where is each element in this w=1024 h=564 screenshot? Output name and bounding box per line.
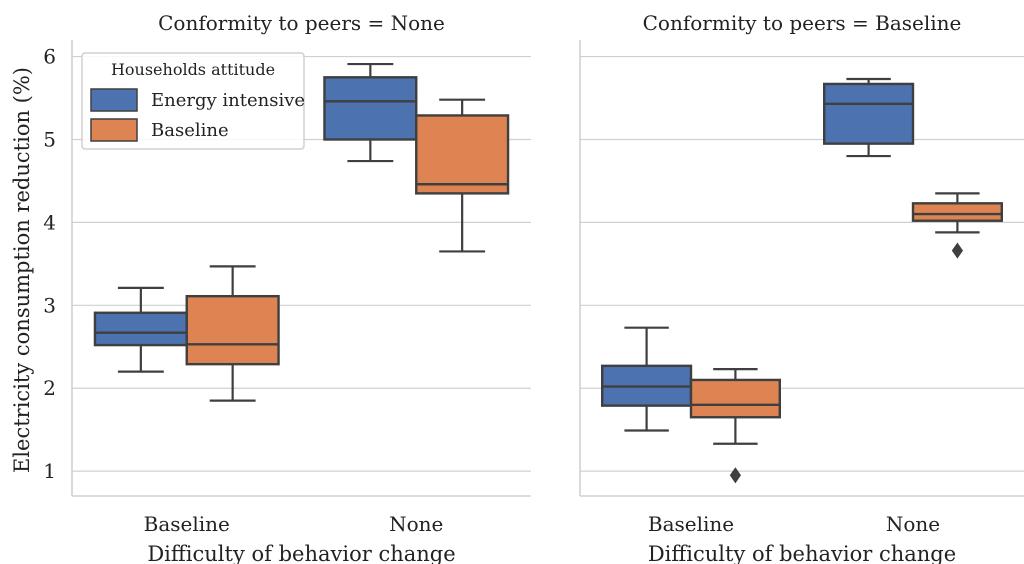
y-tick-label: 1 [43, 459, 56, 483]
legend-label: Baseline [151, 120, 229, 141]
legend-swatch [90, 118, 138, 142]
panel-title: Conformity to peers = None [158, 11, 445, 35]
x-axis-label: Difficulty of behavior change [648, 542, 956, 564]
box-baseline-none [911, 192, 1004, 259]
box-baseline-baseline [185, 265, 280, 402]
box-iqr [911, 202, 1004, 222]
box-iqr [323, 76, 418, 141]
box-energy-intensive-baseline [601, 326, 693, 432]
outlier-point [729, 467, 741, 484]
box-baseline-none [415, 98, 510, 253]
box-iqr [93, 311, 188, 347]
y-tick-label: 2 [43, 376, 56, 400]
legend: Households attitude Energy intensive Basel… [81, 52, 305, 150]
box-iqr [415, 114, 510, 195]
box-energy-intensive-none [323, 62, 418, 163]
x-tick-label: None [886, 512, 940, 536]
panel-title: Conformity to peers = Baseline [643, 11, 962, 35]
panel-2: Conformity to peers = Baseline Baseline No… [579, 11, 1024, 564]
x-axis-label: Difficulty of behavior change [147, 542, 455, 564]
y-tick-label: 5 [43, 127, 56, 151]
box-iqr [185, 294, 280, 366]
y-tick-label: 6 [43, 45, 56, 69]
x-tick-label: Baseline [144, 512, 230, 536]
box-energy-intensive-baseline [93, 286, 188, 373]
box-iqr [689, 378, 782, 419]
box-iqr [823, 82, 915, 145]
y-axis-label: Electricity consumption reduction (%) [10, 67, 34, 473]
legend-label: Energy intensive [151, 90, 305, 111]
box-energy-intensive-none [823, 77, 915, 158]
box-baseline-baseline [689, 368, 782, 484]
y-tick-label: 3 [43, 293, 56, 317]
legend-title: Households attitude [111, 60, 275, 79]
legend-swatch [90, 88, 138, 112]
outlier-point [951, 242, 963, 259]
x-tick-label: Baseline [648, 512, 734, 536]
y-tick-label: 4 [43, 210, 56, 234]
x-tick-label: None [389, 512, 443, 536]
